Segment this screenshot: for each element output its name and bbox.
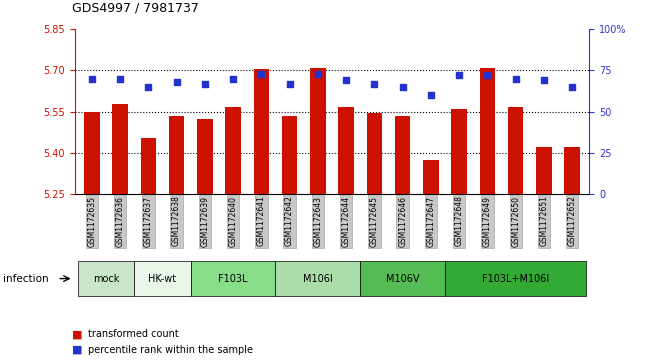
- Point: [510, 76, 521, 81]
- Bar: [141, 138, 156, 194]
- Bar: [254, 69, 269, 194]
- Point: [567, 84, 577, 90]
- Bar: [536, 147, 551, 194]
- Bar: [84, 111, 100, 194]
- Point: [454, 72, 464, 78]
- Point: [284, 81, 295, 86]
- Text: F103L: F103L: [218, 274, 248, 284]
- Text: percentile rank within the sample: percentile rank within the sample: [88, 345, 253, 355]
- Bar: [339, 107, 354, 194]
- Bar: [282, 116, 298, 194]
- Bar: [423, 160, 439, 194]
- Bar: [480, 68, 495, 194]
- Point: [115, 76, 125, 81]
- Point: [398, 84, 408, 90]
- Bar: [197, 118, 213, 194]
- Point: [143, 84, 154, 90]
- Text: F103L+M106I: F103L+M106I: [482, 274, 549, 284]
- Text: ■: ■: [72, 329, 82, 339]
- Bar: [310, 68, 326, 194]
- Bar: [367, 113, 382, 194]
- Text: M106I: M106I: [303, 274, 333, 284]
- Point: [369, 81, 380, 86]
- Bar: [169, 116, 184, 194]
- Bar: [564, 147, 580, 194]
- Bar: [113, 104, 128, 194]
- Text: transformed count: transformed count: [88, 329, 178, 339]
- Text: M106V: M106V: [386, 274, 419, 284]
- Bar: [451, 109, 467, 194]
- Text: ■: ■: [72, 345, 82, 355]
- Text: HK-wt: HK-wt: [148, 274, 176, 284]
- Point: [312, 71, 323, 77]
- Point: [482, 72, 493, 78]
- Bar: [508, 107, 523, 194]
- Point: [341, 77, 352, 83]
- Text: infection: infection: [3, 274, 49, 284]
- Point: [228, 76, 238, 81]
- Text: mock: mock: [92, 274, 119, 284]
- Text: GDS4997 / 7981737: GDS4997 / 7981737: [72, 1, 199, 15]
- Point: [200, 81, 210, 86]
- Point: [426, 92, 436, 98]
- Bar: [395, 116, 410, 194]
- Point: [171, 79, 182, 85]
- Bar: [225, 107, 241, 194]
- Point: [87, 76, 97, 81]
- Point: [539, 77, 549, 83]
- Point: [256, 71, 266, 77]
